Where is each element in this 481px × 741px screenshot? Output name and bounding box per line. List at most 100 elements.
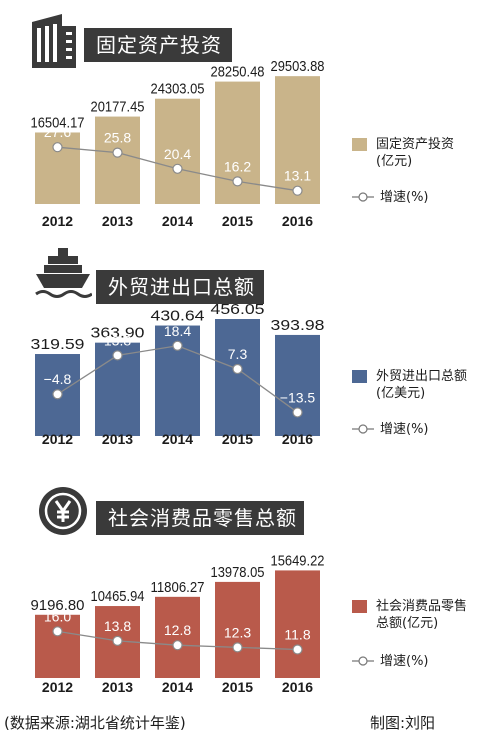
chart-title: 社会消费品零售总额 — [96, 501, 304, 535]
legend: 外贸进出口总额 (亿美元) 增速(%) — [352, 368, 477, 448]
growth-label: −13.5 — [280, 389, 316, 405]
legend-bar-unit: (亿元) — [376, 154, 413, 169]
legend-line-marker — [352, 192, 374, 202]
growth-point — [232, 642, 243, 653]
year-tick-label: 2012 — [42, 679, 73, 695]
year-tick-label: 2016 — [282, 431, 313, 447]
growth-point — [232, 176, 243, 187]
growth-point — [112, 350, 123, 361]
year-tick-label: 2015 — [222, 431, 253, 447]
value-label: 10465.94 — [91, 588, 145, 605]
chart-title: 固定资产投资 — [84, 28, 232, 62]
legend-bar-swatch — [352, 370, 367, 383]
growth-point — [172, 640, 183, 651]
growth-label: 13.8 — [104, 332, 131, 348]
legend-bar-unit: 总额(亿元) — [376, 616, 439, 631]
yuan-coin-icon — [39, 487, 87, 535]
bar — [155, 98, 200, 204]
legend-bar-label: 固定资产投资 — [376, 137, 455, 152]
growth-point — [292, 644, 303, 655]
growth-label: 13.8 — [104, 618, 131, 634]
growth-label: 27.6 — [44, 124, 71, 140]
bar — [95, 116, 140, 204]
growth-point — [52, 626, 63, 637]
year-tick-label: 2015 — [222, 679, 253, 695]
legend-line-marker — [352, 424, 374, 434]
growth-point — [292, 185, 303, 196]
panel-fixed-asset-investment: 固定资产投资 16504.17 2012 20177.45 2013 24303.05 2… — [0, 0, 481, 240]
chart-fixed-asset-investment: 16504.17 2012 20177.45 2013 24303.05 2014 2825… — [31, 58, 325, 229]
year-tick-label: 2014 — [162, 679, 193, 695]
legend-line-marker — [352, 656, 374, 666]
year-tick-label: 2013 — [102, 679, 133, 695]
year-tick-label: 2016 — [282, 213, 313, 229]
value-label: 28250.48 — [211, 64, 265, 81]
growth-point — [112, 635, 123, 646]
legend-bar-label: 社会消费品零售 — [376, 599, 468, 614]
value-label: 13978.05 — [211, 564, 265, 581]
growth-point — [292, 407, 303, 418]
value-label: 29503.88 — [271, 58, 325, 75]
building-icon — [32, 14, 76, 68]
year-tick-label: 2013 — [102, 213, 133, 229]
bar — [275, 570, 320, 678]
growth-label: 16.2 — [224, 158, 251, 174]
year-tick-label: 2013 — [102, 431, 133, 447]
growth-point — [52, 389, 63, 400]
value-label: 9196.80 — [31, 597, 85, 614]
value-label: 319.59 — [31, 336, 85, 353]
year-tick-label: 2016 — [282, 679, 313, 695]
growth-label: 13.1 — [284, 168, 311, 184]
growth-point — [232, 363, 243, 375]
value-label: 20177.45 — [91, 99, 145, 116]
value-label: 456.05 — [211, 301, 265, 318]
panel-retail-sales: 社会消费品零售总额 9196.80 2012 10465.94 2013 11806.2… — [0, 470, 481, 710]
legend-line-label: 增速(%) — [380, 422, 429, 437]
legend: 社会消费品零售 总额(亿元) 增速(%) — [352, 598, 477, 678]
panel-foreign-trade: 外贸进出口总额 319.59 2012 363.90 2013 430.64 2014 45… — [0, 240, 481, 460]
chart-foreign-trade: 319.59 2012 363.90 2013 430.64 2014 456.05 2015… — [31, 301, 325, 447]
legend-bar-unit: (亿美元) — [376, 386, 426, 401]
growth-point — [112, 147, 123, 158]
growth-label: 12.8 — [164, 622, 191, 638]
growth-label: 11.8 — [284, 627, 310, 643]
growth-point — [172, 163, 183, 174]
chart-retail-sales: 9196.80 2012 10465.94 2013 11806.27 2014 13978… — [31, 552, 325, 695]
value-label: 430.64 — [151, 308, 205, 325]
ship-icon — [35, 248, 92, 298]
year-tick-label: 2012 — [42, 431, 73, 447]
chart-credit: 制图:刘阳 — [370, 714, 436, 732]
bar — [155, 596, 200, 678]
year-tick-label: 2014 — [162, 213, 193, 229]
legend: 固定资产投资 (亿元) 增速(%) — [352, 136, 477, 216]
value-label: 11806.27 — [151, 579, 205, 596]
chart-title: 外贸进出口总额 — [96, 270, 264, 304]
growth-point — [172, 340, 183, 351]
growth-label: −4.8 — [44, 371, 72, 387]
bar — [215, 319, 260, 436]
value-label: 16504.17 — [31, 114, 85, 131]
year-tick-label: 2012 — [42, 213, 73, 229]
bar — [275, 334, 320, 436]
growth-label: 25.8 — [104, 130, 131, 146]
value-label: 15649.22 — [271, 552, 325, 569]
growth-label: 16.0 — [44, 608, 71, 624]
legend-bar-swatch — [352, 138, 367, 151]
year-tick-label: 2015 — [222, 213, 253, 229]
value-label: 24303.05 — [151, 81, 205, 98]
legend-bar-label: 外贸进出口总额 — [376, 369, 468, 384]
legend-line-label: 增速(%) — [380, 654, 429, 669]
bar — [215, 581, 260, 678]
growth-label: 18.4 — [164, 323, 191, 339]
legend-line-label: 增速(%) — [380, 190, 429, 205]
legend-bar-swatch — [352, 600, 367, 613]
data-source: (数据来源:湖北省统计年鉴) — [4, 714, 186, 732]
growth-point — [52, 142, 63, 153]
growth-label: 7.3 — [228, 346, 248, 362]
bar — [275, 76, 320, 204]
growth-label: 20.4 — [164, 146, 191, 162]
bar — [35, 614, 80, 678]
value-label: 393.98 — [271, 317, 325, 334]
value-label: 363.90 — [91, 325, 145, 342]
year-tick-label: 2014 — [162, 431, 193, 447]
